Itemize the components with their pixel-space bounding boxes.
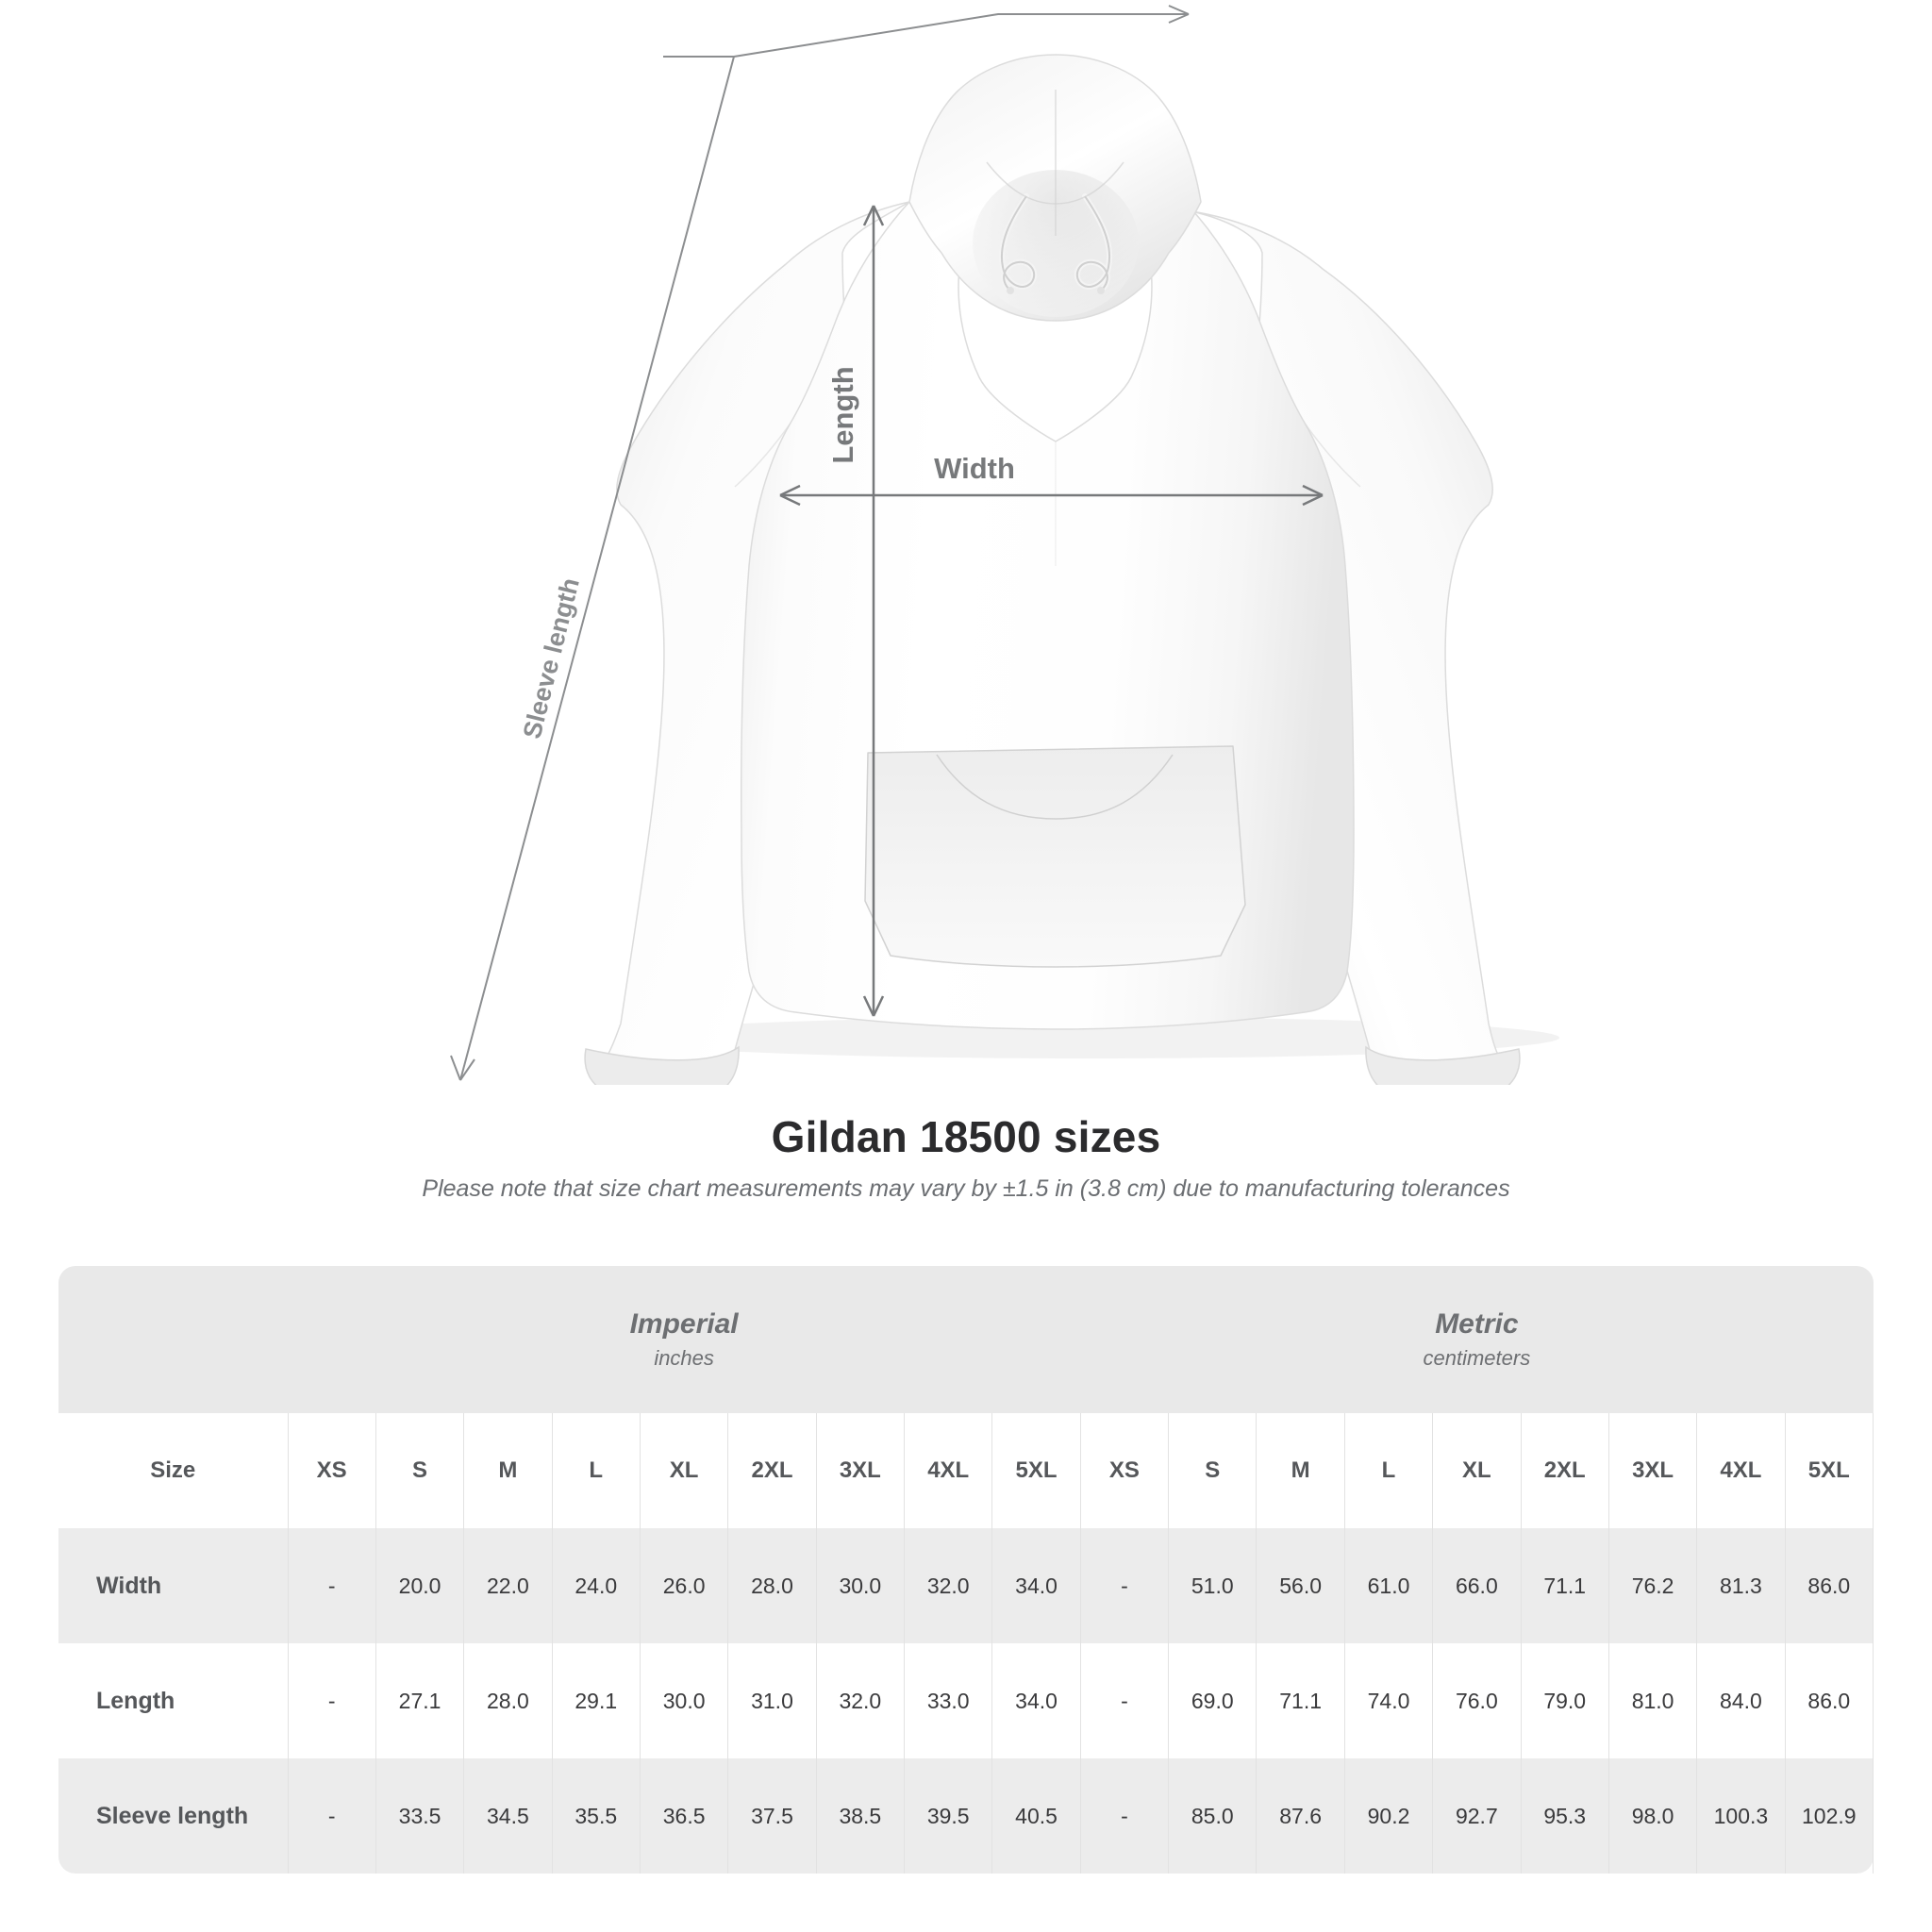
- svg-text:Width: Width: [934, 452, 1015, 485]
- svg-text:Sleeve length: Sleeve length: [518, 575, 585, 741]
- svg-text:Length: Length: [826, 366, 859, 463]
